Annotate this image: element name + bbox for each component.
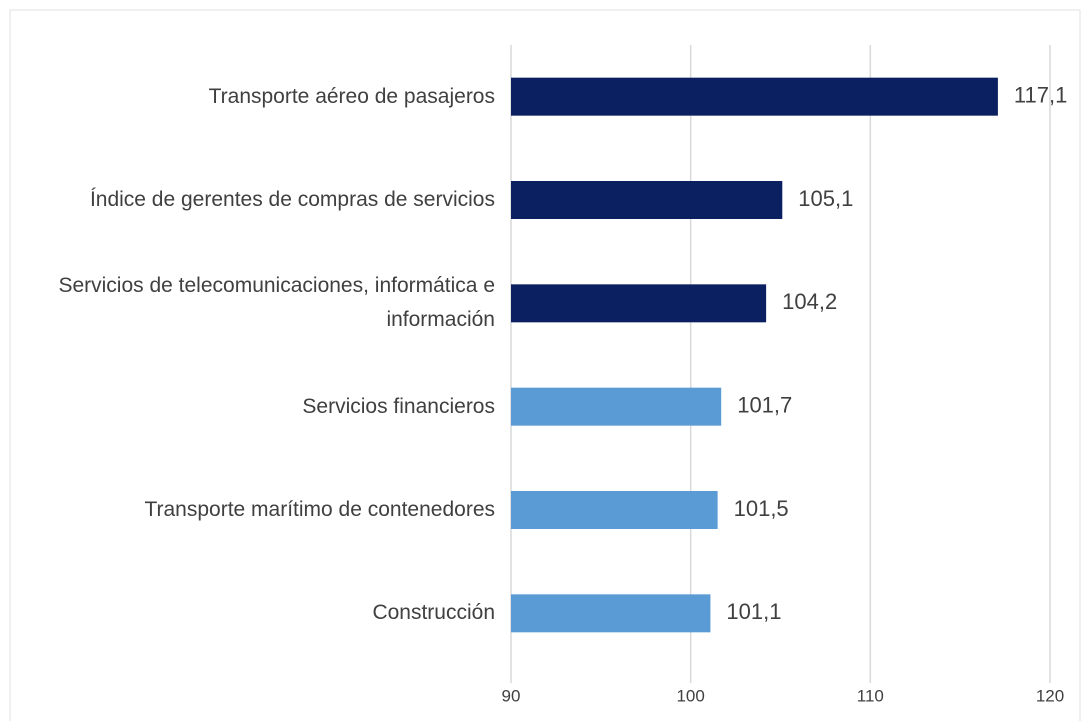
bar [511, 181, 783, 219]
x-tick-label: 110 [857, 686, 884, 705]
x-tick-label: 100 [676, 686, 704, 705]
data-label: 117,1 [1014, 82, 1067, 107]
data-label: 101,5 [734, 496, 789, 521]
y-tick-label: Índice de gerentes de compras de servici… [89, 188, 495, 211]
bar [511, 284, 767, 323]
data-label: 105,1 [798, 186, 853, 211]
bar [511, 77, 998, 116]
chart-frame [9, 9, 1081, 721]
y-tick-label: Servicios de telecomunicaciones, informá… [58, 274, 495, 332]
x-tick-label: 120 [1036, 686, 1064, 705]
data-label: 101,1 [726, 599, 781, 624]
y-tick-label: Construcción [372, 601, 495, 625]
y-tick-label: Servicios financieros [302, 394, 495, 418]
bar [511, 491, 718, 529]
data-label: 101,7 [737, 392, 792, 417]
x-tick-label: 90 [502, 686, 521, 705]
data-label: 104,2 [782, 289, 837, 314]
bar [511, 594, 711, 633]
y-tick-label: Transporte aéreo de pasajeros [208, 84, 495, 108]
bar [511, 387, 722, 426]
y-tick-label: Transporte marítimo de contenedores [144, 498, 495, 521]
